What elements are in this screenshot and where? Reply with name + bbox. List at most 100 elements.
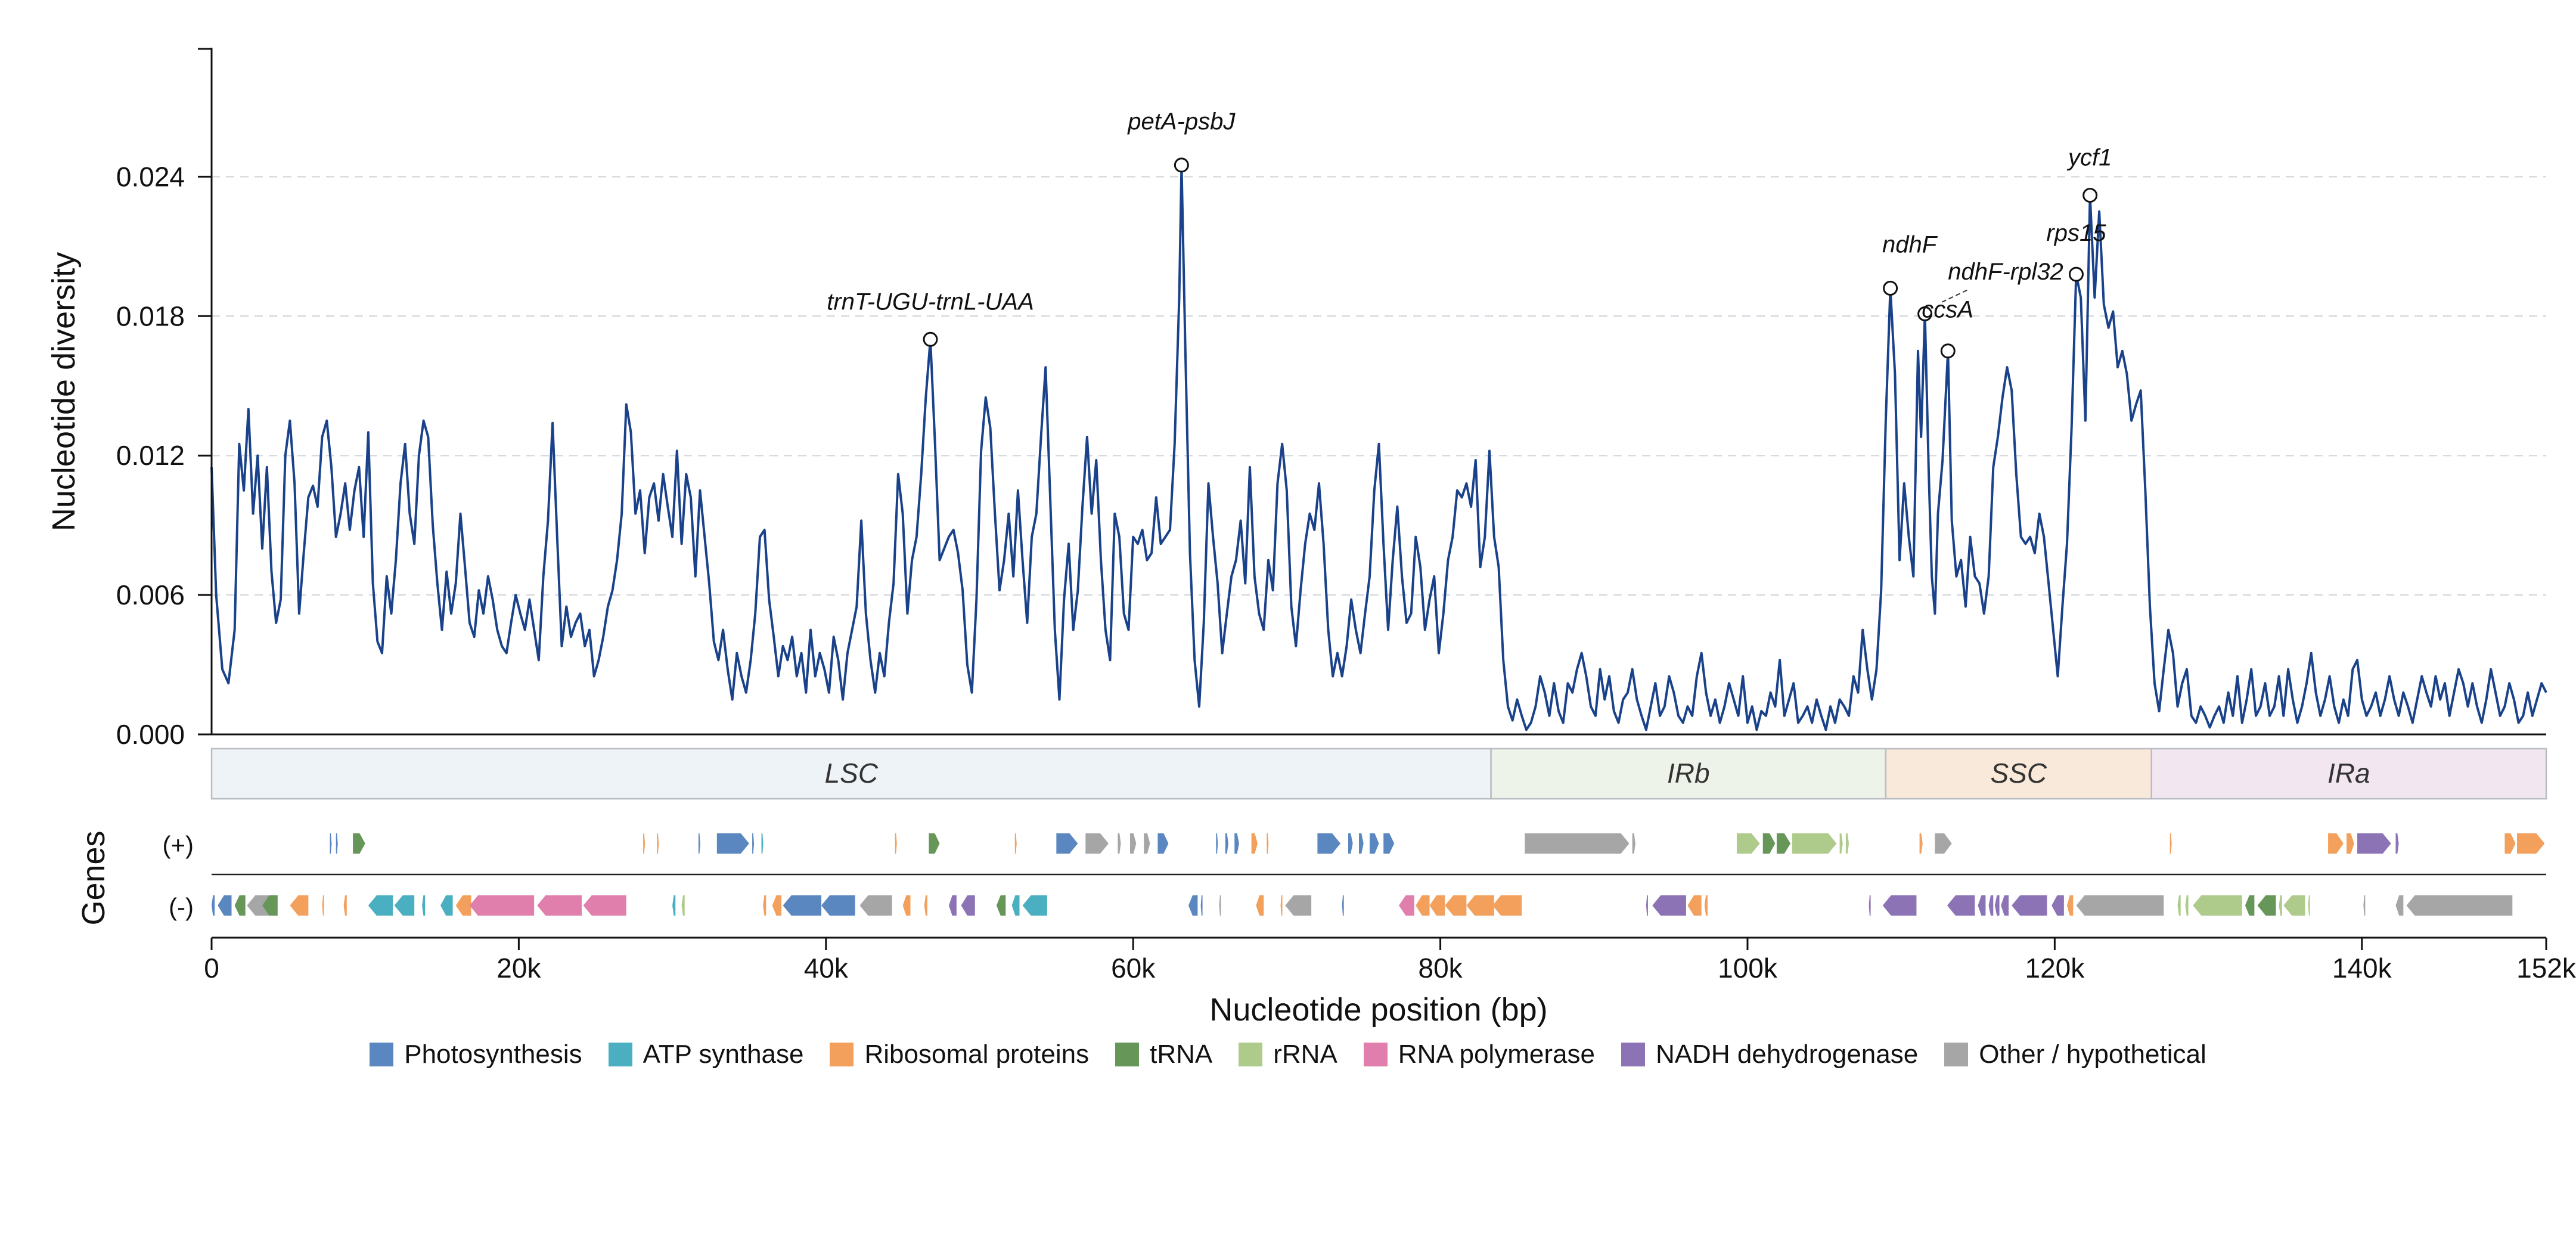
x-tick-label: 100k — [1718, 953, 1778, 984]
region-lsc — [210, 748, 1492, 800]
x-axis-title: Nucleotide position (bp) — [1209, 992, 1547, 1028]
gene-plus — [1157, 833, 1169, 854]
gene-minus — [1285, 895, 1312, 916]
gene-plus — [1267, 833, 1269, 854]
gene-minus — [1869, 895, 1871, 916]
gene-minus — [2245, 895, 2255, 916]
gene-plus — [1234, 833, 1239, 854]
gene-minus — [537, 895, 582, 916]
gene-plus — [716, 833, 749, 854]
gene-plus — [2395, 833, 2399, 854]
gene-minus — [1466, 895, 1494, 916]
gene-minus — [961, 895, 975, 916]
peak-label: trnT-UGU-trnL-UAA — [827, 289, 1033, 315]
gene-plus — [1919, 833, 1923, 854]
gene-minus — [1416, 895, 1430, 916]
legend-item: tRNA — [1115, 1040, 1212, 1069]
genome-regions-bar: LSC IRb SSC IRa — [210, 748, 2547, 800]
gene-plus — [1144, 833, 1150, 854]
gene-minus — [672, 895, 676, 916]
x-tick-label: 152k — [2516, 953, 2576, 984]
gene-plus — [643, 833, 645, 854]
gene-plus — [1056, 833, 1078, 854]
x-tick-label: 60k — [1111, 953, 1156, 984]
x-tick-label: 40k — [804, 953, 849, 984]
gene-minus — [996, 895, 1006, 916]
gene-minus — [1188, 895, 1198, 916]
gene-minus — [290, 895, 309, 916]
gene-minus — [2076, 895, 2164, 916]
gene-plus — [1792, 833, 1837, 854]
gene-minus — [1882, 895, 1917, 916]
gene-minus — [1219, 895, 1221, 916]
gene-minus — [1280, 895, 1283, 916]
legend-label: rRNA — [1273, 1040, 1337, 1069]
gene-minus — [681, 895, 685, 916]
gene-minus — [422, 895, 426, 916]
x-axis-ticks: 0 20k 40k 60k 80k 100k 120k 140k 152k — [204, 938, 2576, 984]
gene-tracks — [212, 833, 2545, 916]
gene-plus — [353, 833, 365, 854]
gene-plus — [2170, 833, 2172, 854]
region-label: LSC — [825, 758, 879, 789]
plus-strand-label: (+) — [163, 831, 194, 859]
gene-minus — [2283, 895, 2305, 916]
gene-plus — [1225, 833, 1228, 854]
peak-label: ndhF-rpl32 — [1948, 259, 2063, 285]
gene-minus — [2185, 895, 2189, 916]
gene-plus — [330, 833, 332, 854]
gene-minus — [772, 895, 782, 916]
gene-plus — [2328, 833, 2344, 854]
gene-minus — [2395, 895, 2404, 916]
peak-marker — [2082, 188, 2098, 203]
peak-label: ccsA — [1922, 296, 1973, 322]
legend-label: Other / hypothetical — [1979, 1040, 2206, 1069]
legend-swatch — [1363, 1043, 1388, 1066]
legend-item: rRNA — [1239, 1040, 1337, 1069]
gene-minus — [2001, 895, 2009, 916]
region-label: IRa — [2327, 758, 2370, 789]
legend-swatch — [1239, 1043, 1263, 1066]
gene-minus — [1978, 895, 1986, 916]
gene-minus — [2257, 895, 2276, 916]
y-tick-label: 0.006 — [116, 579, 185, 610]
y-gridlines — [212, 176, 2546, 596]
gene-minus — [948, 895, 957, 916]
gene-plus — [1845, 833, 1849, 854]
legend-label: ATP synthase — [643, 1040, 804, 1069]
gene-plus — [1358, 833, 1364, 854]
gene-minus — [212, 895, 215, 916]
region-label: IRb — [1667, 758, 1710, 789]
peak-label: petA-psbJ — [1127, 108, 1236, 135]
gene-minus — [1994, 895, 2000, 916]
legend-label: NADH dehydrogenase — [1655, 1040, 1919, 1069]
peak-annotations: trnT-UGU-trnL-UAA petA-psbJ ndhF ccsA ndhF-r… — [827, 108, 2112, 359]
y-tick-label: 0.012 — [116, 440, 185, 471]
gene-plus — [752, 833, 755, 854]
gene-plus — [698, 833, 700, 854]
gene-minus — [322, 895, 324, 916]
gene-minus — [2406, 895, 2513, 916]
gene-minus — [1988, 895, 1994, 916]
gene-minus — [1011, 895, 1020, 916]
peak-leader-line — [1941, 289, 1967, 303]
legend-label: RNA polymerase — [1398, 1040, 1595, 1069]
gene-plus — [2357, 833, 2391, 854]
legend-label: Photosynthesis — [404, 1040, 582, 1069]
gene-plus — [761, 833, 764, 854]
gene-minus — [821, 895, 855, 916]
gene-plus — [1632, 833, 1635, 854]
gene-minus — [2363, 895, 2366, 916]
gene-plus — [2517, 833, 2545, 854]
gene-plus — [1014, 833, 1017, 854]
gene-category-legend: Photosynthesis ATP synthase Ribosomal prot… — [0, 1040, 2576, 1069]
peak-marker — [923, 331, 938, 347]
gene-plus — [929, 833, 940, 854]
gene-plus — [1776, 833, 1791, 854]
gene-plus — [2504, 833, 2516, 854]
gene-minus — [368, 895, 393, 916]
nucleotide-diversity-line — [210, 163, 2547, 731]
gene-minus — [1342, 895, 1344, 916]
x-tick-label: 20k — [496, 953, 541, 984]
gene-minus — [1947, 895, 1975, 916]
